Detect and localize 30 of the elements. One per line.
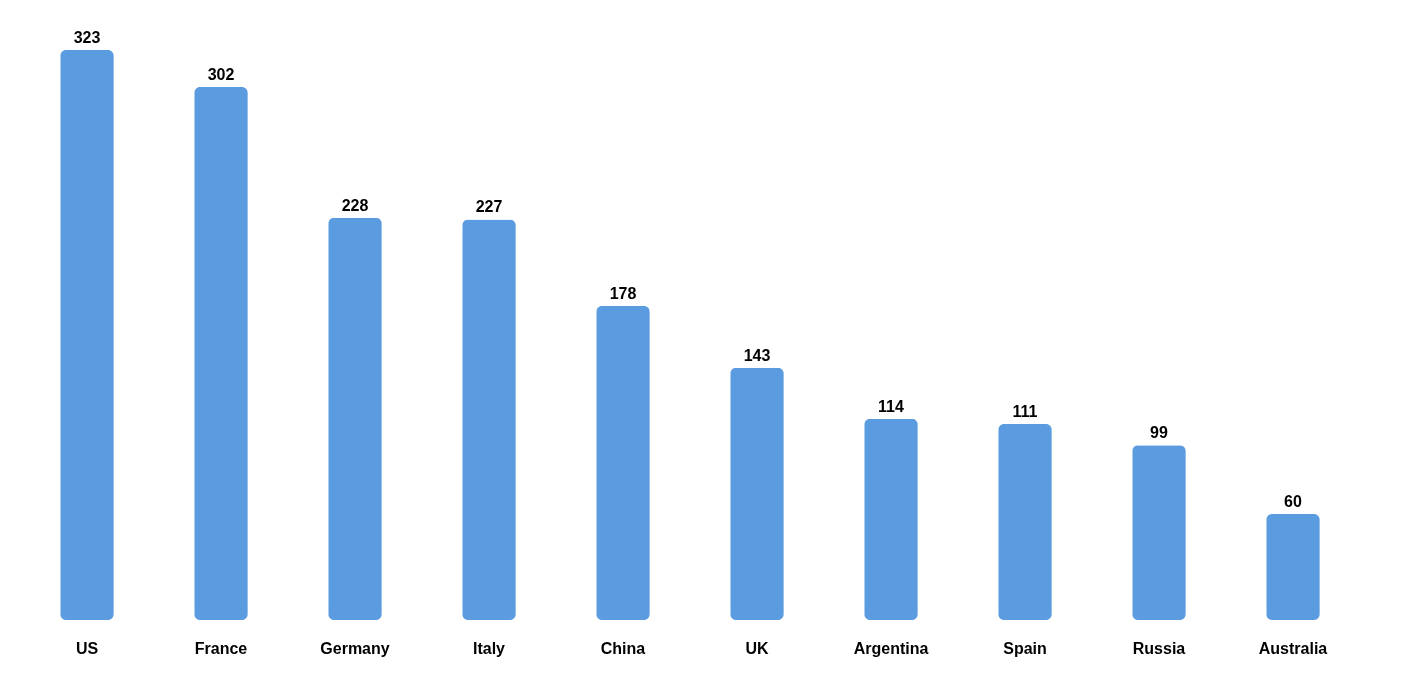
- x-tick-label: China: [600, 639, 646, 657]
- bar: [60, 50, 114, 620]
- data-label: 111: [1012, 403, 1038, 421]
- bar: [1266, 514, 1320, 620]
- x-tick-label: France: [194, 639, 248, 657]
- bar: [730, 367, 784, 620]
- data-label: 143: [743, 346, 771, 364]
- data-label: 228: [341, 196, 369, 214]
- x-tick-label: Australia: [1258, 639, 1328, 657]
- bar: [998, 424, 1052, 620]
- data-label: 227: [475, 198, 503, 216]
- x-tick-label: Spain: [1003, 639, 1047, 657]
- bar: [596, 305, 650, 620]
- data-label: 99: [1150, 424, 1168, 442]
- bar: [864, 418, 918, 620]
- x-tick-label: US: [75, 639, 99, 657]
- bar: [328, 217, 382, 620]
- data-label: 60: [1284, 493, 1302, 511]
- x-tick-label: Germany: [320, 639, 390, 657]
- data-label: 178: [609, 284, 637, 302]
- bar: [1132, 445, 1186, 620]
- bar: [462, 219, 516, 620]
- x-tick-label: Argentina: [853, 639, 929, 657]
- data-label: 323: [73, 29, 101, 46]
- x-tick-label: Russia: [1132, 639, 1186, 657]
- x-tick-label: UK: [745, 639, 769, 657]
- x-tick-label: Italy: [472, 639, 506, 657]
- data-label: 114: [878, 397, 905, 415]
- bar: [194, 87, 248, 620]
- data-label: 302: [207, 66, 235, 84]
